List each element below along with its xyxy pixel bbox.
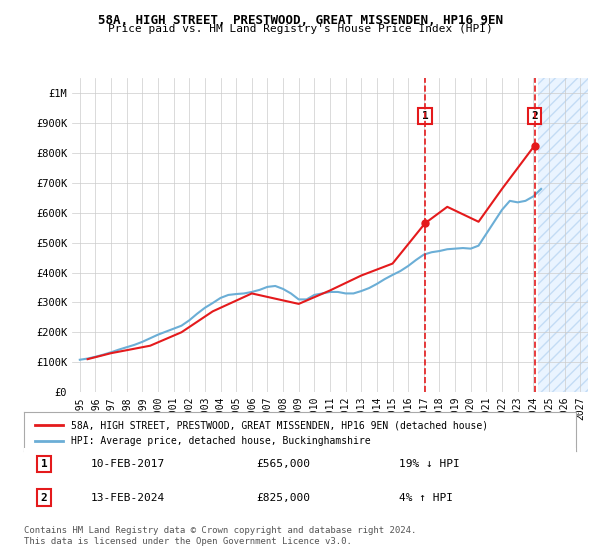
Text: £565,000: £565,000 <box>256 459 310 469</box>
Bar <box>538 78 588 392</box>
Text: Contains HM Land Registry data © Crown copyright and database right 2024.
This d: Contains HM Land Registry data © Crown c… <box>24 526 416 546</box>
Text: 1: 1 <box>422 111 428 121</box>
Text: 2: 2 <box>531 111 538 121</box>
Text: 4% ↑ HPI: 4% ↑ HPI <box>400 493 454 502</box>
Text: £825,000: £825,000 <box>256 493 310 502</box>
Text: 13-FEB-2024: 13-FEB-2024 <box>90 493 164 502</box>
Text: HPI: Average price, detached house, Buckinghamshire: HPI: Average price, detached house, Buck… <box>71 436 371 446</box>
Text: 2: 2 <box>41 493 47 502</box>
Text: 58A, HIGH STREET, PRESTWOOD, GREAT MISSENDEN, HP16 9EN: 58A, HIGH STREET, PRESTWOOD, GREAT MISSE… <box>97 14 503 27</box>
Text: 19% ↓ HPI: 19% ↓ HPI <box>400 459 460 469</box>
Text: 58A, HIGH STREET, PRESTWOOD, GREAT MISSENDEN, HP16 9EN (detached house): 58A, HIGH STREET, PRESTWOOD, GREAT MISSE… <box>71 421 488 430</box>
Text: 1: 1 <box>41 459 47 469</box>
Text: Price paid vs. HM Land Registry's House Price Index (HPI): Price paid vs. HM Land Registry's House … <box>107 24 493 34</box>
Text: 10-FEB-2017: 10-FEB-2017 <box>90 459 164 469</box>
